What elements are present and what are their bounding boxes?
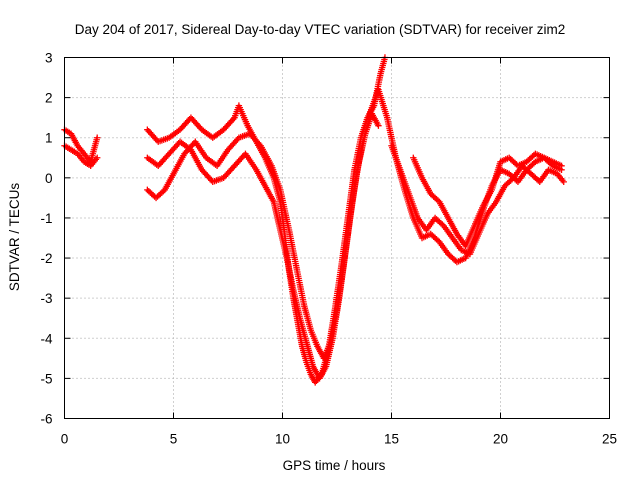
x-axis-label: GPS time / hours bbox=[283, 458, 386, 473]
x-tick-label: 5 bbox=[170, 432, 178, 447]
y-tick-label: -2 bbox=[40, 251, 52, 266]
y-tick-label: 0 bbox=[45, 171, 53, 186]
y-tick-label: 3 bbox=[45, 51, 53, 66]
plot-frame bbox=[64, 57, 610, 419]
y-tick-label: 2 bbox=[45, 91, 53, 106]
data-point bbox=[359, 138, 367, 145]
y-tick-label: 1 bbox=[45, 131, 53, 146]
axis-ticks bbox=[64, 57, 610, 419]
y-tick-label: -5 bbox=[40, 371, 52, 386]
axis-tick-labels: 0 5 10 15 20 25 -6 -5 -4 -3 -2 -1 0 1 2 3 bbox=[40, 51, 617, 447]
x-tick-label: 0 bbox=[61, 432, 69, 447]
y-tick-label: -1 bbox=[40, 211, 52, 226]
chart-title: Day 204 of 2017, Sidereal Day-to-day VTE… bbox=[75, 22, 565, 37]
y-tick-label: -4 bbox=[40, 331, 52, 346]
data-point bbox=[94, 134, 101, 141]
x-tick-label: 15 bbox=[384, 432, 399, 447]
y-tick-label: -6 bbox=[40, 412, 52, 427]
x-tick-label: 20 bbox=[493, 432, 508, 447]
y-tick-label: -3 bbox=[40, 291, 52, 306]
data-point bbox=[558, 166, 565, 174]
data-points bbox=[61, 54, 567, 386]
data-point bbox=[375, 122, 382, 129]
grid-lines bbox=[64, 57, 610, 419]
data-point bbox=[94, 154, 101, 161]
x-tick-label: 25 bbox=[602, 432, 617, 447]
y-axis-label: SDTVAR / TECUs bbox=[7, 183, 22, 292]
data-point bbox=[560, 178, 567, 186]
x-tick-label: 10 bbox=[275, 432, 290, 447]
